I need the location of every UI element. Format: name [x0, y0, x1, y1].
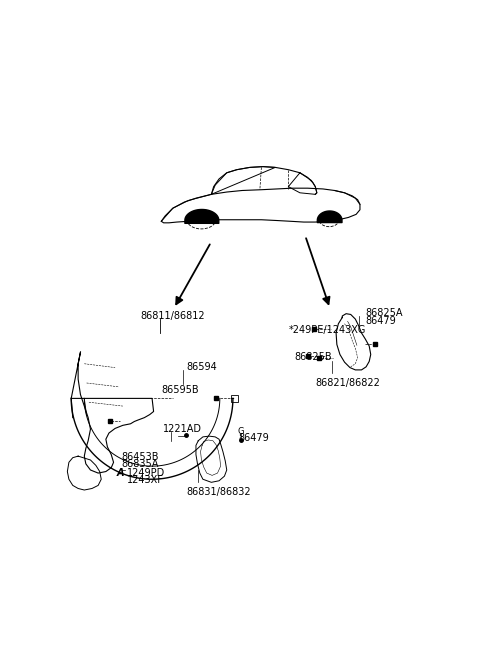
Text: 86595B: 86595B	[161, 385, 199, 396]
Text: 86831/86832: 86831/86832	[186, 487, 251, 497]
Text: 86821/86822: 86821/86822	[315, 378, 380, 388]
Text: 86825B: 86825B	[295, 352, 332, 362]
Text: 86594: 86594	[187, 362, 217, 373]
Text: 86453B: 86453B	[121, 451, 159, 461]
Text: 86835A: 86835A	[121, 459, 158, 469]
Text: 86479: 86479	[365, 316, 396, 326]
Text: 1243XF: 1243XF	[127, 476, 164, 486]
Text: *249PE/1243XG: *249PE/1243XG	[288, 325, 366, 335]
Text: 1249PD: 1249PD	[127, 468, 165, 478]
Text: 86811/86812: 86811/86812	[141, 311, 205, 321]
Text: 1221AD: 1221AD	[163, 424, 202, 434]
Text: 86825A: 86825A	[365, 308, 403, 318]
Text: 86479: 86479	[238, 433, 269, 443]
Text: A: A	[117, 468, 124, 478]
Text: G: G	[238, 427, 244, 436]
Bar	[230, 395, 238, 402]
